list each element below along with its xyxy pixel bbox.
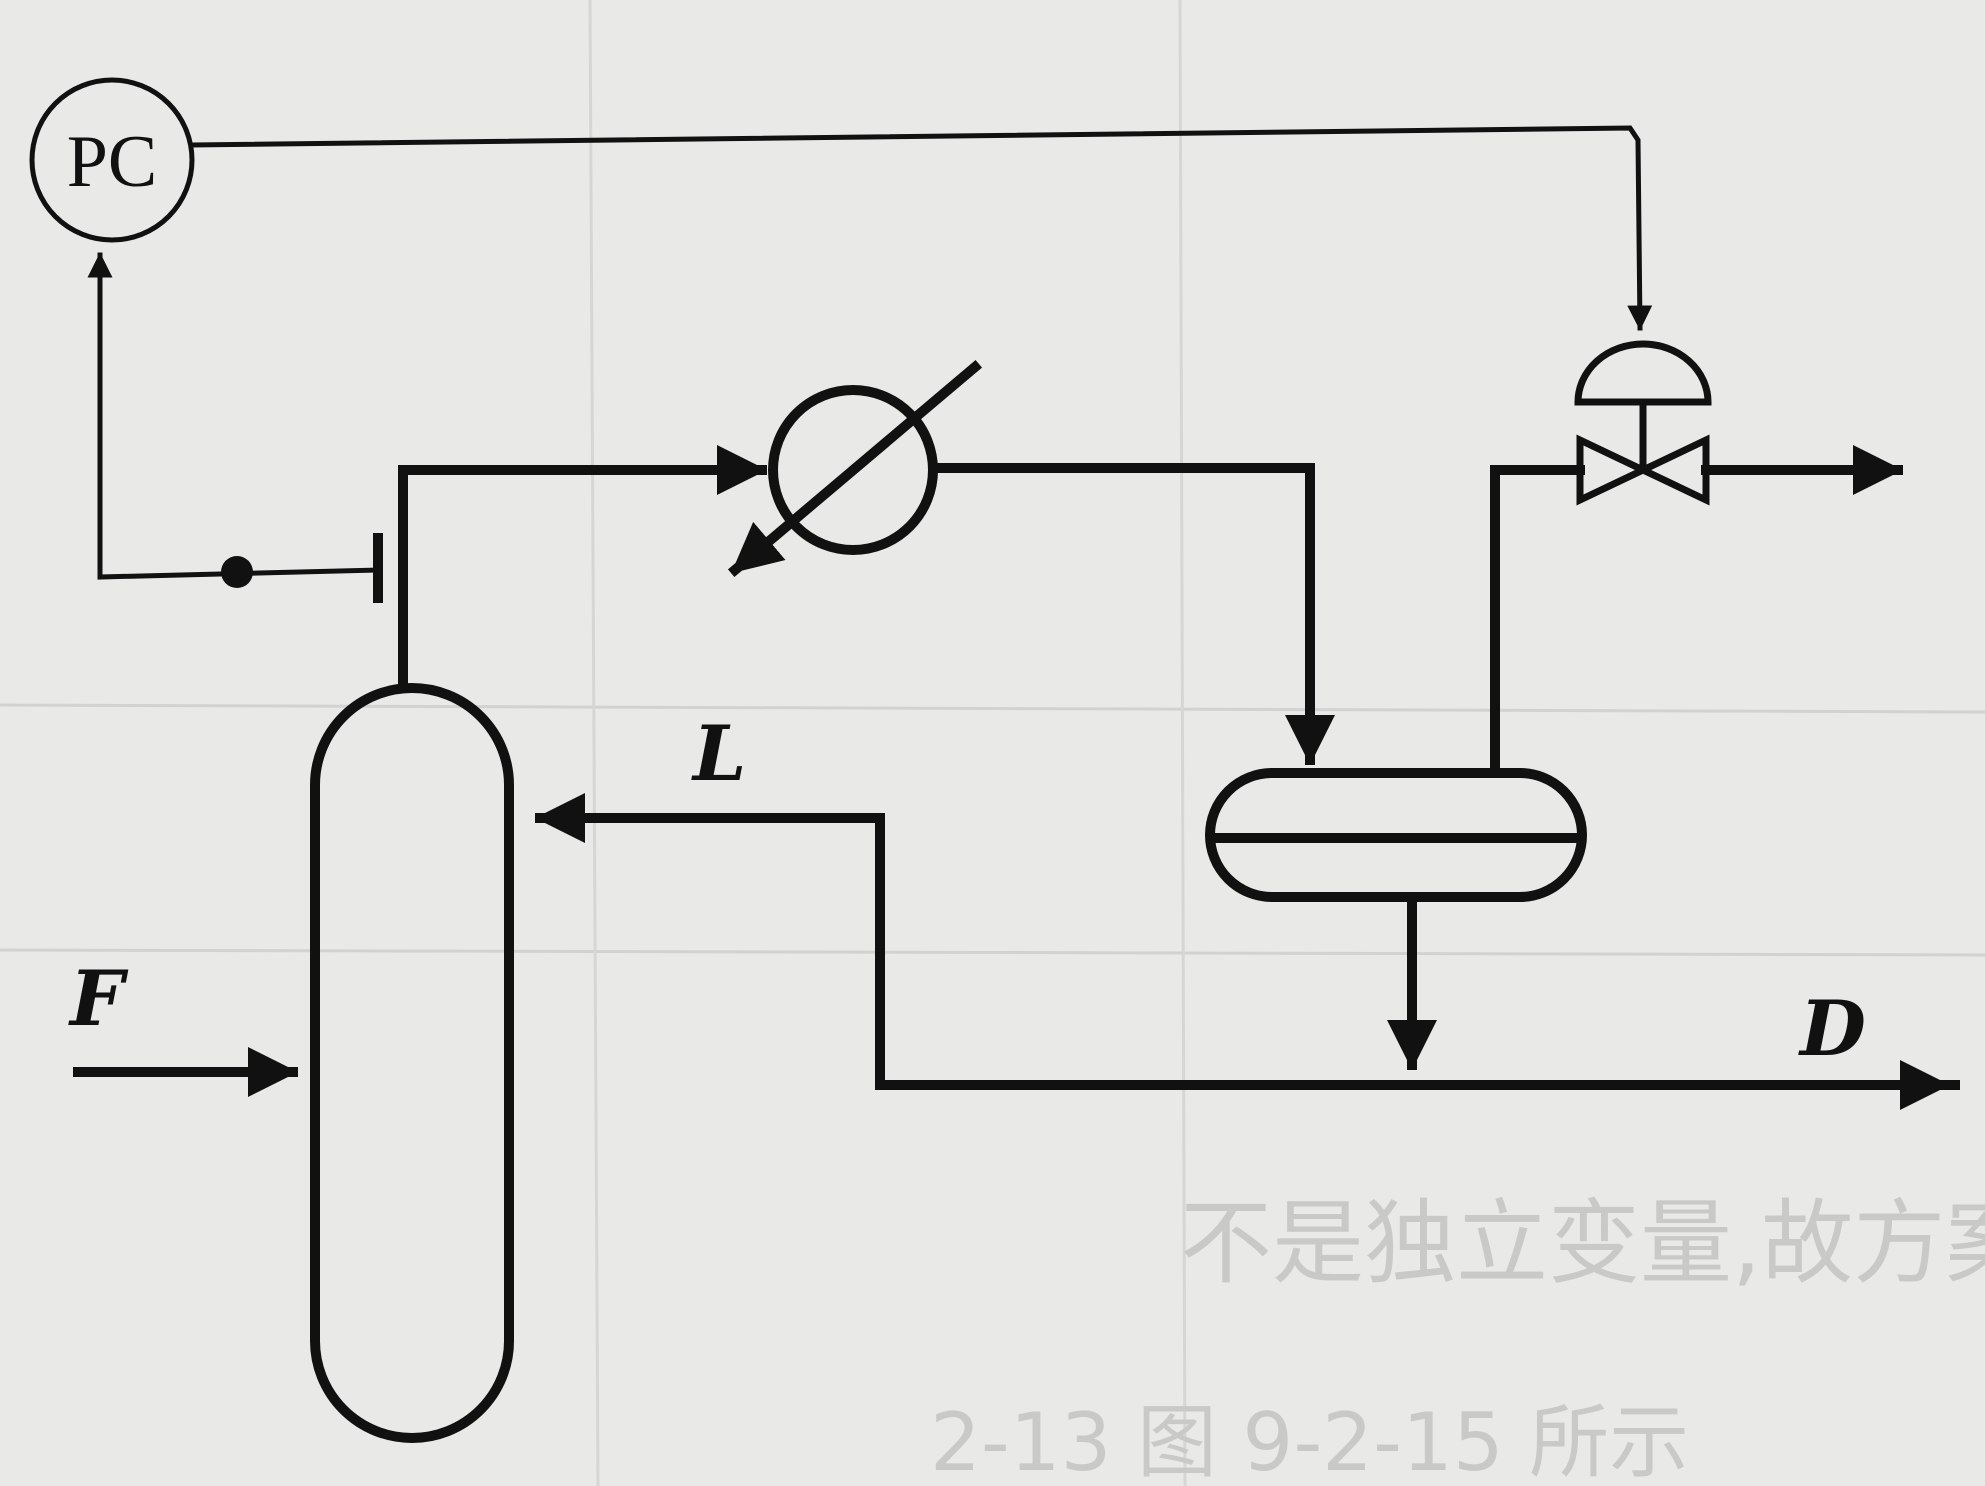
background-text-caption: 2-13 图 9-2-15 所示 <box>930 1396 1689 1486</box>
pressure-signal-line <box>87 252 381 580</box>
control-valve <box>1574 340 1712 506</box>
background-text-line: 不是独立变量,故方案无法采用 <box>1180 1190 1985 1297</box>
condenser-coolant-arrow <box>727 359 983 578</box>
condensate-line <box>928 463 1335 765</box>
overhead-vapor-line <box>398 445 767 693</box>
pc-output-signal <box>189 125 1653 331</box>
sensor-dot <box>221 556 253 588</box>
pressure-controller: PC <box>29 77 195 243</box>
feed-label: F <box>68 954 129 1043</box>
vent-line <box>1490 465 1585 778</box>
reflux-label: L <box>691 709 746 798</box>
distillate-label: D <box>1798 984 1866 1073</box>
distillation-column <box>310 683 514 1443</box>
valve-actuator <box>1574 340 1712 406</box>
controller-label: PC <box>67 121 158 203</box>
